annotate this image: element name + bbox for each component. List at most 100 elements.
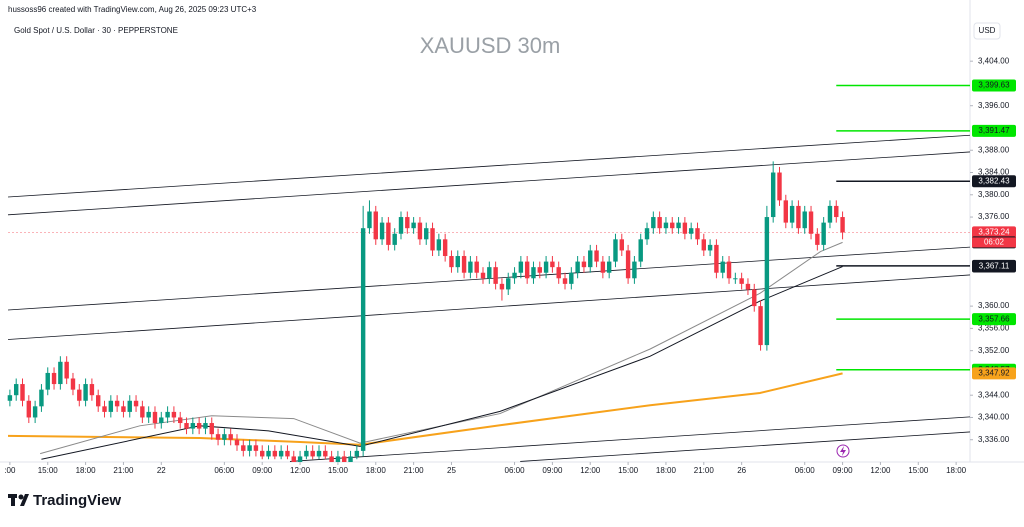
x-tick-label: 12:00 (290, 466, 311, 475)
candle-body (253, 445, 259, 451)
level-label: 3,391.47 (978, 126, 1010, 135)
candle-body (764, 217, 770, 346)
candle-body (178, 417, 183, 424)
candle-body (228, 434, 233, 440)
candle-body (531, 267, 536, 279)
candle-body (77, 389, 82, 401)
candle-body (247, 445, 252, 451)
y-tick-label: 3,384.00 (978, 168, 1010, 177)
candle-body (688, 228, 694, 234)
candle-body (606, 261, 612, 273)
candle-body (121, 406, 126, 412)
candle-body (398, 217, 404, 234)
candle-body (272, 450, 278, 457)
x-tick-label: 15:00 (328, 466, 349, 475)
candle-body (827, 205, 833, 223)
trend-line (7, 274, 970, 340)
candle-body (89, 384, 95, 396)
x-tick-label: 06:00 (505, 466, 526, 475)
candle-body (417, 222, 423, 240)
candle-body (657, 217, 662, 229)
candle-body (499, 283, 505, 290)
trend-line (520, 431, 970, 462)
level-label-box (972, 175, 1016, 188)
candle-body (26, 400, 32, 418)
candle-body (234, 439, 240, 446)
price-label-box (972, 260, 1016, 273)
candle-body (701, 239, 707, 251)
candle-body (783, 200, 789, 223)
candle-body (367, 211, 372, 229)
candle-body (323, 450, 328, 457)
candle-body (291, 456, 296, 462)
candle-body (260, 450, 265, 457)
trend-line (7, 134, 970, 198)
candle-body (329, 456, 334, 462)
candle-body (342, 456, 347, 462)
candle-body (266, 450, 271, 457)
candle-body (405, 217, 410, 229)
candle-body (726, 261, 732, 279)
candle-body (758, 306, 763, 346)
level-label: 3,399.63 (978, 81, 1010, 90)
level-label-box (972, 124, 1016, 137)
candle-body (360, 228, 366, 451)
y-tick-label: 3,396.00 (978, 101, 1010, 110)
candle-body (140, 406, 145, 418)
candle-body (600, 261, 606, 273)
candle-body (474, 261, 479, 273)
candle-body (676, 222, 681, 229)
candle-body (127, 400, 132, 412)
candle-body (815, 233, 820, 245)
y-tick-label: 3,380.00 (978, 190, 1010, 199)
candle-body (209, 423, 214, 435)
candle-body (7, 395, 13, 401)
candle-body (588, 250, 593, 268)
candle-body (297, 456, 303, 462)
candle-body (770, 172, 776, 218)
candle-body (354, 450, 360, 457)
x-tick-label: 12:00 (870, 466, 891, 475)
y-tick-label: 3,360.00 (978, 301, 1010, 310)
candle-body (802, 211, 807, 229)
y-tick-label: 3,356.00 (978, 324, 1010, 333)
candle-body (569, 272, 574, 284)
candle-body (613, 239, 618, 262)
x-tick-label: 15:00 (38, 466, 59, 475)
candle-body (512, 272, 517, 279)
y-tick-label: 3,344.00 (978, 390, 1010, 399)
logo (8, 494, 29, 506)
candle-body (133, 400, 139, 407)
level-label-box (972, 79, 1016, 92)
y-tick-label: 3,340.00 (978, 413, 1010, 422)
y-tick-label: 3,388.00 (978, 145, 1010, 154)
moving-average (40, 241, 843, 455)
price-label: 3,367.11 (979, 262, 1010, 271)
x-tick-label: 22 (157, 466, 166, 475)
currency-box[interactable] (973, 22, 1001, 40)
candle-body (625, 250, 631, 279)
candle-body (789, 205, 795, 223)
level-label-box (972, 313, 1016, 326)
candle-body (449, 256, 454, 268)
x-tick-label: 09:00 (542, 466, 563, 475)
candle-body (575, 261, 580, 273)
candle-body (682, 222, 688, 234)
candle-body (638, 239, 643, 262)
candle-body (651, 217, 656, 229)
candle-body (20, 384, 25, 401)
symbol: Gold Spot / U.S. Dollar · 30 · PEPPERSTO… (14, 26, 178, 35)
candle-body (468, 261, 473, 273)
candle-body (45, 372, 50, 390)
candle-body (430, 228, 435, 251)
candle-body (562, 278, 568, 284)
event-icon[interactable] (836, 444, 850, 458)
candle-body (411, 222, 416, 229)
x-tick-label: 15:00 (908, 466, 929, 475)
candle-body (594, 250, 599, 262)
x-tick-label: 18:00 (366, 466, 387, 475)
candle-body (51, 372, 57, 385)
candle-body (739, 278, 744, 284)
candle-body (506, 278, 511, 290)
currency: USD (979, 26, 996, 35)
